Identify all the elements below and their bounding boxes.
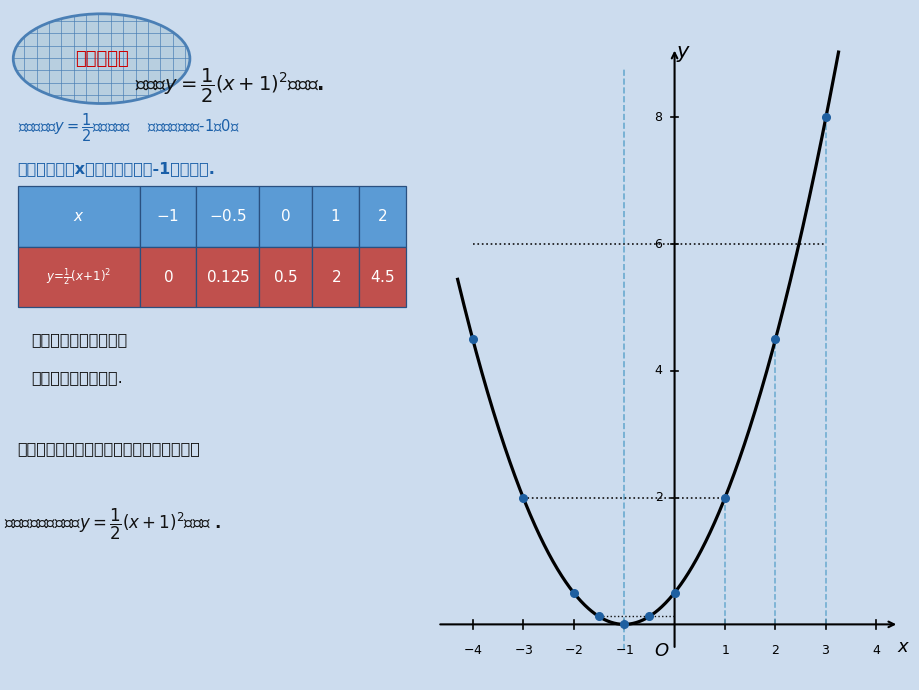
Text: $1$: $1$	[330, 208, 340, 224]
Text: 利用对称性画出图象在对称轴左边的部分：: 利用对称性画出图象在对称轴左边的部分：	[17, 441, 200, 456]
Text: $x$: $x$	[897, 638, 910, 656]
Text: 列表：自变量x从顶点的横坐标-1开始取值.: 列表：自变量x从顶点的横坐标-1开始取值.	[17, 161, 215, 177]
Text: $2$: $2$	[330, 269, 340, 285]
Text: $y$: $y$	[675, 44, 690, 64]
Bar	[358, 246, 405, 307]
Bar	[17, 186, 140, 246]
Bar	[259, 246, 312, 307]
Bar	[17, 246, 140, 307]
Bar	[197, 186, 259, 246]
Text: $4.5$: $4.5$	[369, 269, 394, 285]
Text: $-2$: $-2$	[563, 644, 583, 658]
Text: $-1$: $-1$	[156, 208, 179, 224]
Text: $0.125$: $0.125$	[206, 269, 250, 285]
Bar	[358, 186, 405, 246]
Text: $4$: $4$	[871, 644, 880, 658]
Ellipse shape	[13, 14, 189, 104]
Text: 这样我们得到了函数$y = \dfrac{1}{2}(x + 1)^{2}$的图象 .: 这样我们得到了函数$y = \dfrac{1}{2}(x + 1)^{2}$的图…	[5, 506, 221, 542]
Text: $2$: $2$	[377, 208, 387, 224]
Text: $-4$: $-4$	[462, 644, 482, 658]
Bar	[197, 246, 259, 307]
Text: $8$: $8$	[653, 111, 663, 124]
Bar	[140, 186, 197, 246]
Bar	[140, 246, 197, 307]
Bar	[312, 246, 358, 307]
Text: 描点和连线：画出图象: 描点和连线：画出图象	[31, 332, 127, 347]
Text: $2$: $2$	[654, 491, 663, 504]
Text: $O$: $O$	[653, 642, 669, 660]
Text: $2$: $2$	[770, 644, 779, 658]
Bar	[259, 186, 312, 246]
Text: 画函数$y = \dfrac{1}{2}(x + 1)^{2}$的图象.: 画函数$y = \dfrac{1}{2}(x + 1)^{2}$的图象.	[135, 67, 323, 106]
Text: $0$: $0$	[163, 269, 173, 285]
Text: $-1$: $-1$	[614, 644, 633, 658]
Text: $0.5$: $0.5$	[273, 269, 298, 285]
Text: $3$: $3$	[821, 644, 830, 658]
Text: 解：抛物线$y=\dfrac{1}{2}$的对称轴是    ，顶点坐标是（-1，0）: 解：抛物线$y=\dfrac{1}{2}$的对称轴是 ，顶点坐标是（-1，0）	[17, 111, 239, 144]
Text: 在对称轴右边的部分.: 在对称轴右边的部分.	[31, 370, 122, 385]
Text: $y\!=\!\frac{1}{2}(x\!+\!1)^2$: $y\!=\!\frac{1}{2}(x\!+\!1)^2$	[46, 266, 111, 288]
Text: $x$: $x$	[73, 209, 85, 224]
Text: $0$: $0$	[280, 208, 290, 224]
Text: $1$: $1$	[720, 644, 729, 658]
Text: $-0.5$: $-0.5$	[209, 208, 246, 224]
Text: $-3$: $-3$	[513, 644, 532, 658]
Text: 回顾与思考: 回顾与思考	[74, 50, 129, 68]
Bar	[312, 186, 358, 246]
Text: $4$: $4$	[653, 364, 663, 377]
Text: $6$: $6$	[653, 237, 663, 250]
